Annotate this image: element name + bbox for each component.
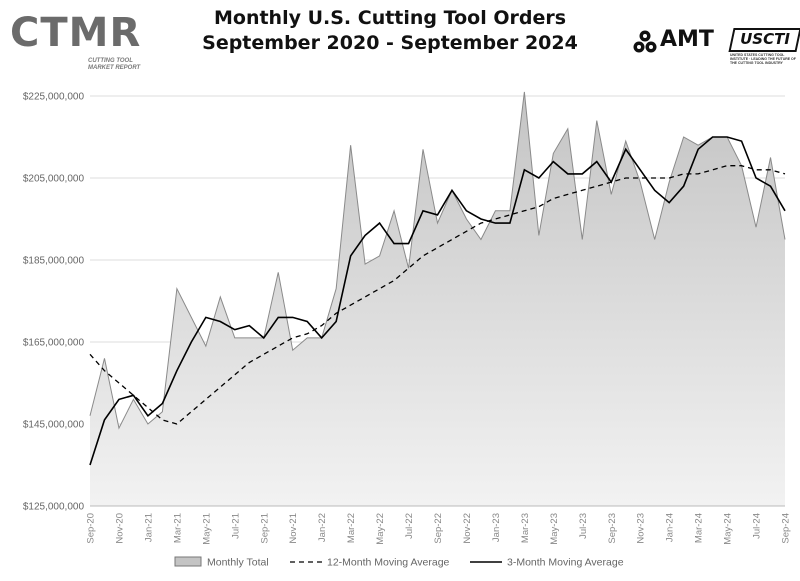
x-tick-label: Jan-22 [317, 513, 328, 542]
x-tick-label: Sep-20 [86, 513, 97, 544]
amt-logo-text: AMT [660, 27, 714, 52]
ctmr-logo-subtitle-line1: CUTTING TOOL [88, 58, 133, 64]
legend-label-12-month: 12-Month Moving Average [327, 557, 450, 569]
x-tick-label: Sep-24 [781, 513, 792, 544]
y-tick-label: $225,000,000 [23, 92, 85, 103]
monthly-total-area-layer [89, 91, 786, 507]
moving-average-lines-layer [89, 136, 786, 466]
x-tick-label: Jul-22 [404, 513, 415, 539]
y-axis-labels: $125,000,000 $145,000,000 $165,000,000 $185… [23, 92, 85, 513]
chart-title: Monthly U.S. Cutting Tool Orders Septemb… [170, 6, 610, 56]
chart-title-line1: Monthly U.S. Cutting Tool Orders [213, 7, 567, 29]
x-tick-label: Mar-21 [172, 513, 183, 543]
ctmr-logo-subtitle: CUTTING TOOL MARKET REPORT [88, 58, 140, 72]
x-tick-label: Sep-22 [433, 513, 444, 544]
amt-usct-logos: AMT USCTI UNITED STATES CUTTING TOOL INS… [632, 26, 800, 66]
x-tick-label: Jan-21 [143, 513, 154, 542]
usct-logo-subtitle: UNITED STATES CUTTING TOOL INSTITUTE · L… [730, 53, 796, 65]
x-tick-label: Jul-23 [578, 513, 589, 539]
ctmr-logo: CTMR CUTTING TOOL MARKET REPORT [10, 10, 160, 76]
x-tick-label: Sep-21 [259, 513, 270, 544]
x-tick-label: Nov-23 [636, 513, 647, 544]
chart-title-line2: September 2020 - September 2024 [202, 32, 578, 54]
x-tick-label: Mar-24 [694, 513, 705, 543]
y-tick-label: $185,000,000 [23, 256, 85, 267]
x-tick-label: May-23 [549, 513, 560, 545]
y-tick-label: $145,000,000 [23, 420, 85, 431]
legend-label-monthly-total: Monthly Total [207, 557, 269, 569]
x-axis-labels: Sep-20 Nov-20 Jan-21 Mar-21 May-21 Jul-21 Sep-… [86, 513, 792, 545]
legend-swatch-monthly-total [174, 556, 202, 567]
usct-logo-text: USCTI [740, 30, 790, 48]
legend-label-3-month: 3-Month Moving Average [507, 557, 624, 569]
monthly-total-area [90, 91, 785, 507]
x-tick-label: Jul-21 [230, 513, 241, 539]
x-tick-label: Mar-22 [346, 513, 357, 543]
y-tick-label: $165,000,000 [23, 338, 85, 349]
y-tick-label: $125,000,000 [23, 502, 85, 513]
x-tick-label: Sep-23 [607, 513, 618, 544]
x-tick-label: Jul-24 [752, 513, 763, 539]
ctmr-logo-subtitle-line2: MARKET REPORT [88, 65, 141, 71]
x-tick-label: Jan-24 [665, 513, 676, 542]
x-tick-label: Nov-20 [114, 513, 125, 544]
moving-average-3-month-line [89, 136, 786, 466]
x-tick-label: May-24 [723, 513, 734, 545]
legend: Monthly Total 12-Month Moving Average 3-Mo… [174, 556, 624, 569]
monthly-total-outline [89, 91, 786, 430]
moving-average-12-month-line [89, 165, 786, 425]
ctmr-logo-text: CTMR [10, 10, 142, 56]
amt-triskelion-icon [633, 30, 657, 53]
x-tick-label: Mar-23 [520, 513, 531, 543]
x-tick-label: Nov-21 [288, 513, 299, 544]
x-tick-label: Jan-23 [491, 513, 502, 542]
x-tick-label: May-22 [375, 513, 386, 545]
x-tick-label: Nov-22 [462, 513, 473, 544]
y-tick-label: $205,000,000 [23, 174, 85, 185]
x-tick-label: May-21 [201, 513, 212, 545]
